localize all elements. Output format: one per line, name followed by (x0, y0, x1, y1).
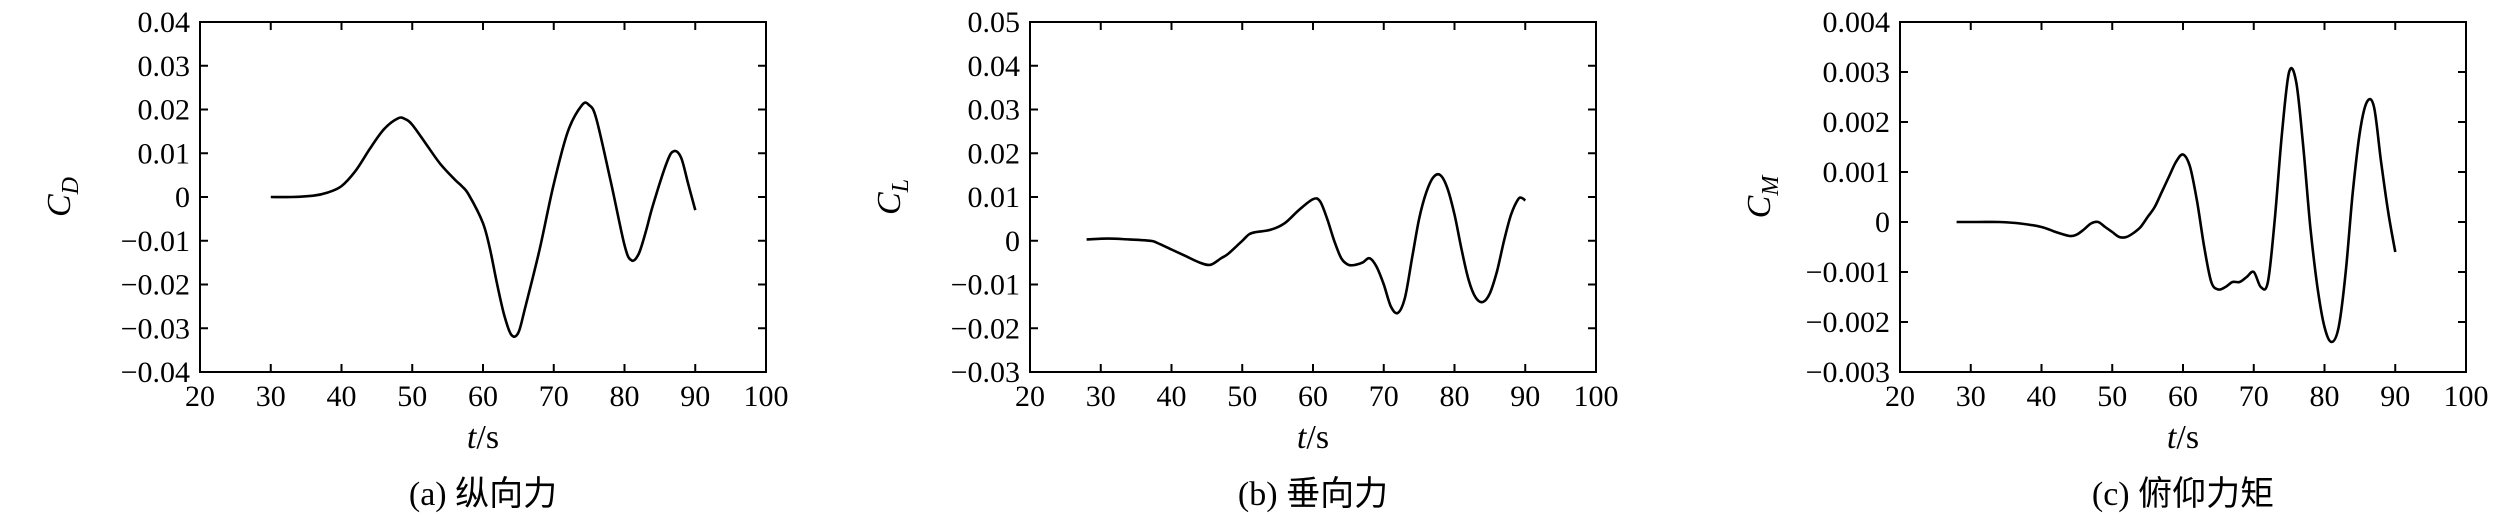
x-tick-label: 40 (1157, 380, 1187, 413)
x-tick-label: 50 (1227, 380, 1257, 413)
x-tick-label: 90 (1510, 380, 1540, 413)
y-axis-title-sub: D (58, 177, 84, 195)
y-tick-label: −0.01 (121, 225, 190, 258)
y-axis-title-main: C (1741, 195, 1778, 218)
y-axis-title-main: C (41, 194, 78, 217)
x-axis-title-unit: /s (1306, 419, 1329, 456)
x-tick-label: 20 (1885, 380, 1915, 413)
y-tick-label: −0.04 (121, 356, 190, 389)
x-tick-label: 100 (1574, 380, 1619, 413)
y-tick-label: 0.01 (968, 181, 1021, 214)
x-axis-title-var: t (467, 419, 478, 456)
chart-caption: (b) 垂向力 (1238, 475, 1388, 513)
y-tick-label: 0.004 (1823, 6, 1891, 39)
chart-caption: (c) 俯仰力矩 (2092, 475, 2274, 513)
x-axis-title-var: t (2167, 419, 2178, 456)
x-tick-label: 80 (2310, 380, 2340, 413)
x-axis-title-var: t (1297, 419, 1308, 456)
x-tick-label: 90 (2380, 380, 2410, 413)
x-tick-label: 100 (2444, 380, 2489, 413)
y-axis-title-sub: M (1758, 174, 1784, 197)
y-tick-label: 0.05 (968, 6, 1021, 39)
plot-frame (1029, 21, 1597, 373)
x-tick-label: 40 (2027, 380, 2057, 413)
y-tick-label: 0.03 (138, 50, 191, 83)
y-tick-label: 0.03 (968, 94, 1021, 127)
y-tick-label: 0.04 (968, 50, 1021, 83)
x-tick-label: 50 (397, 380, 427, 413)
x-tick-label: 40 (327, 380, 357, 413)
x-axis-title-unit: /s (476, 419, 499, 456)
x-tick-label: 50 (2097, 380, 2127, 413)
y-tick-label: −0.03 (121, 312, 190, 345)
x-tick-label: 90 (680, 380, 710, 413)
x-tick-label: 80 (1440, 380, 1470, 413)
y-tick-label: 0.04 (138, 6, 191, 39)
y-tick-label: 0.01 (138, 137, 191, 170)
series-line-0 (1086, 172, 1527, 315)
y-tick-label: 0 (1875, 206, 1890, 239)
y-axis-title-main: C (871, 192, 908, 215)
chart-2: 20 30 40 50 60 70 80 90 100 0.004 0.003 0.002 0.001 0… (1741, 6, 2489, 513)
x-axis-title: t/s (467, 419, 499, 456)
x-tick-label: 70 (2239, 380, 2269, 413)
x-axis-title: t/s (1297, 419, 1329, 456)
y-axis-title: CM (1741, 174, 1784, 219)
x-tick-label: 60 (2168, 380, 2198, 413)
chart-caption: (a) 纵向力 (409, 475, 557, 513)
x-axis-title: t/s (2167, 419, 2199, 456)
y-tick-label: 0 (175, 181, 190, 214)
y-tick-label: 0.02 (138, 94, 191, 127)
x-tick-label: 60 (1298, 380, 1328, 413)
y-tick-label: −0.02 (121, 269, 190, 302)
y-tick-label: −0.03 (951, 356, 1020, 389)
series-line-0 (270, 101, 697, 338)
x-tick-label: 30 (1956, 380, 1986, 413)
y-tick-label: 0.001 (1823, 156, 1891, 189)
x-tick-label: 30 (1086, 380, 1116, 413)
y-tick-label: −0.01 (951, 269, 1020, 302)
y-tick-label: 0.02 (968, 137, 1021, 170)
x-tick-label: 60 (468, 380, 498, 413)
y-tick-label: −0.003 (1806, 356, 1890, 389)
x-tick-label: 70 (1369, 380, 1399, 413)
y-tick-label: 0.003 (1823, 56, 1891, 89)
chart-0: 20 30 40 50 60 70 80 90 100 0.04 0.03 0.02 0.01 0 −0.0… (41, 6, 789, 513)
x-tick-label: 20 (1015, 380, 1045, 413)
y-axis-title: CD (41, 177, 84, 217)
y-axis-title: CL (871, 179, 914, 215)
chart-1: 20 30 40 50 60 70 80 90 100 0.05 0.04 0.03 0.02 0.01 0… (871, 6, 1619, 513)
y-axis-title-sub: L (888, 179, 914, 193)
y-tick-label: −0.02 (951, 312, 1020, 345)
x-tick-label: 20 (185, 380, 215, 413)
x-tick-label: 100 (744, 380, 789, 413)
x-tick-label: 30 (256, 380, 286, 413)
plot-frame (1899, 21, 2467, 373)
y-tick-label: −0.001 (1806, 256, 1890, 289)
y-tick-label: 0 (1005, 225, 1020, 258)
x-tick-label: 80 (610, 380, 640, 413)
y-tick-label: −0.002 (1806, 306, 1890, 339)
series-line-0 (1956, 66, 2397, 344)
x-axis-title-unit: /s (2176, 419, 2199, 456)
x-tick-label: 70 (539, 380, 569, 413)
y-tick-label: 0.002 (1823, 106, 1891, 139)
